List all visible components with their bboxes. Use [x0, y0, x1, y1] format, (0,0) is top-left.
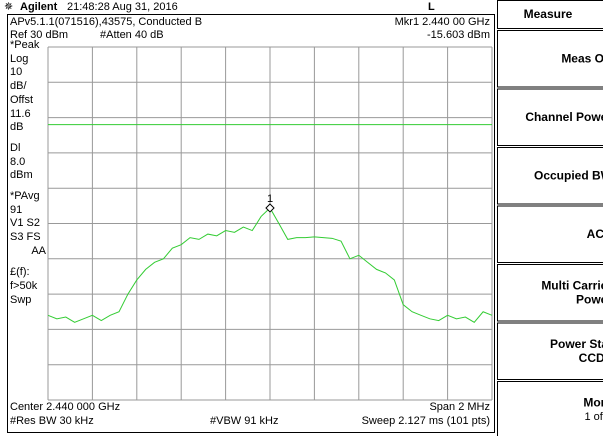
brand: Agilent [20, 1, 58, 13]
header-line: APv5.1.1(071516),43575, Conducted B [10, 16, 202, 28]
side-label: dBm [10, 169, 33, 181]
logo: ✵ [4, 1, 13, 13]
marker-freq: Mkr1 2.440 00 GHz [395, 16, 490, 28]
side-label: Swp [10, 294, 31, 306]
menu-title: Measure [524, 7, 573, 21]
softkey-label: Meas Off [561, 51, 603, 65]
side-label: £(f): [10, 266, 30, 278]
softkey[interactable] [497, 264, 603, 322]
softkey[interactable] [497, 88, 603, 146]
display-frame [7, 14, 495, 433]
softkey[interactable] [497, 322, 603, 380]
vbw: #VBW 91 kHz [210, 415, 278, 427]
softkey-label: Occupied BW [534, 168, 603, 182]
ref-level: Ref 30 dBm [10, 29, 68, 41]
softkey[interactable] [497, 30, 603, 88]
mode: L [428, 1, 435, 13]
side-label: Log [10, 53, 28, 65]
menu-title-box [497, 0, 603, 29]
center-freq: Center 2.440 000 GHz [10, 401, 120, 413]
softkey-label: More [583, 395, 603, 409]
softkey-label: ACP [587, 227, 603, 241]
softkey[interactable] [497, 205, 603, 263]
softkey-label: Power [576, 292, 603, 306]
side-label: V1 S2 [10, 217, 40, 229]
marker [265, 203, 275, 213]
softkey-label: Channel Power [525, 110, 603, 124]
softkey[interactable] [497, 381, 603, 436]
softkey-label: Multi Carrier [541, 278, 603, 292]
rbw: #Res BW 30 kHz [10, 415, 94, 427]
atten: #Atten 40 dB [100, 29, 164, 41]
side-label: f>50k [10, 280, 38, 292]
side-label: 11.6 [10, 108, 31, 120]
side-label: 10 [10, 66, 22, 78]
side-label: Dl [10, 142, 20, 154]
sweep: Sweep 2.127 ms (101 pts) [362, 415, 490, 427]
side-label: 8.0 [10, 156, 25, 168]
span: Span 2 MHz [429, 401, 490, 413]
side-label: Offst [10, 94, 33, 106]
softkey[interactable] [497, 147, 603, 205]
softkey-label: Power Stat [550, 337, 603, 351]
time: 21:48:28 Aug 31, 2016 [67, 1, 178, 13]
side-label: AA [31, 245, 46, 257]
side-label: dB/ [10, 80, 27, 92]
marker-amp: -15.603 dBm [427, 29, 490, 41]
side-label: 91 [10, 204, 22, 216]
marker-label: 1 [267, 193, 273, 205]
side-label: *Peak [10, 39, 40, 51]
softkey-label: CCDF [579, 351, 603, 365]
softkey-label: 1 of 2 [584, 411, 603, 423]
side-label: S3 FS [10, 231, 41, 243]
side-label: dB [10, 121, 23, 133]
side-label: *PAvg [10, 190, 40, 202]
